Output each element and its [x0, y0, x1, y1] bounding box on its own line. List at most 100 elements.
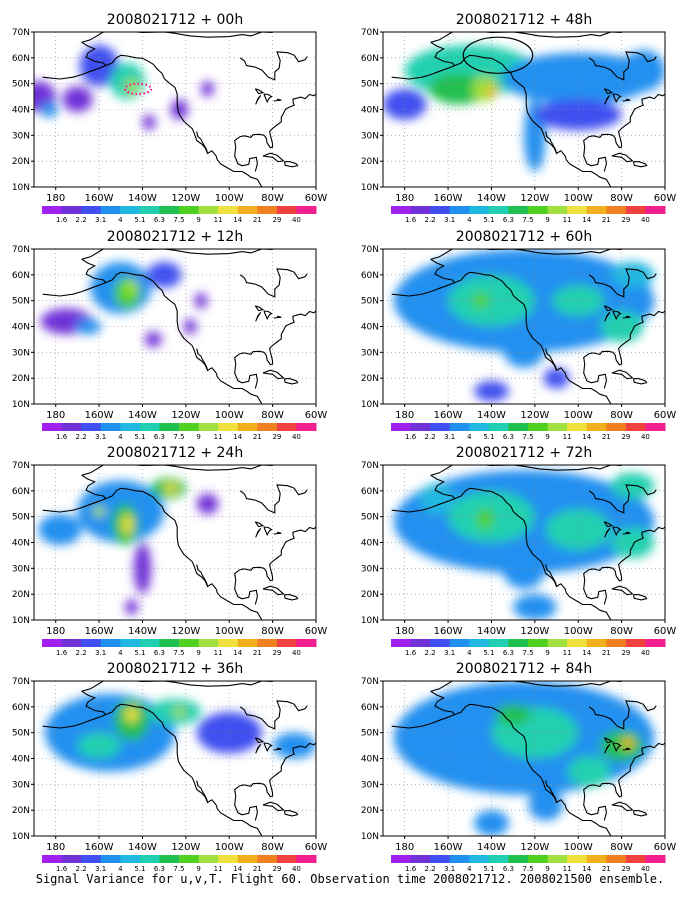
x-tick-label: 140W [128, 193, 157, 204]
coastline [391, 474, 456, 513]
colorbar-swatch [120, 639, 141, 647]
colorbar-swatch [218, 639, 239, 647]
colorbar-swatch [276, 639, 297, 647]
colorbar-label: 9 [545, 649, 549, 657]
coastline [262, 801, 285, 812]
x-tick-label: 160W [434, 842, 463, 853]
colorbar-swatch [488, 855, 509, 863]
variance-blob [474, 380, 509, 402]
colorbar-swatch [410, 855, 431, 863]
variance-blob [144, 331, 162, 348]
colorbar-swatch [508, 206, 529, 214]
coastline [105, 703, 263, 836]
coastline [262, 585, 285, 596]
colorbar-label: 2.2 [76, 216, 87, 224]
coastline [273, 315, 282, 319]
coastline [612, 526, 622, 537]
x-tick-label: 120W [171, 626, 200, 637]
colorbar-label: 40 [292, 865, 301, 873]
colorbar-label: 6.3 [154, 433, 165, 441]
highlight-ellipse [462, 36, 534, 74]
y-tick-label: 30N [12, 564, 30, 574]
coastlines [42, 681, 316, 836]
grid-lines [383, 32, 665, 187]
colorbar-swatch [645, 855, 666, 863]
x-tick-label: 80W [610, 410, 633, 421]
x-tick-label: 120W [520, 410, 549, 421]
colorbar-swatch [296, 639, 317, 647]
y-tick-label: 60N [12, 487, 30, 497]
coastline [42, 474, 107, 513]
coastline [454, 487, 612, 620]
variance-blob [567, 755, 611, 787]
x-tick-label: 180 [395, 842, 414, 853]
colorbar-label: 7.5 [522, 649, 533, 657]
y-tick-label: 60N [361, 703, 379, 713]
coastline [196, 564, 209, 587]
colorbar-label: 29 [621, 649, 630, 657]
colorbar-swatch [410, 639, 431, 647]
coastlines [391, 465, 665, 620]
colorbar-label: 2.2 [76, 433, 87, 441]
colorbar-swatch [645, 639, 666, 647]
coastline [196, 131, 209, 154]
x-tick-label: 160W [85, 193, 114, 204]
x-tick-label: 140W [128, 410, 157, 421]
x-tick-label: 180 [46, 410, 65, 421]
coastline [283, 161, 299, 168]
colorbar-label: 7.5 [173, 216, 184, 224]
colorbar-swatch [100, 206, 121, 214]
y-tick-label: 50N [12, 729, 30, 739]
grid-lines [383, 249, 665, 404]
colorbar: 1.6 2.2 3.1 4 5.1 6.3 7.5 9 11 14 21 29 40 [42, 206, 317, 224]
colorbar-label: 4 [467, 649, 472, 657]
map-panel-6: 2008021712 + 36h 10N 20N 30N 40N 50N 60N 70N 180… [12, 661, 328, 873]
colorbar-swatch [430, 423, 451, 431]
y-tick-label: 30N [361, 564, 379, 574]
panel-title: 2008021712 + 60h [456, 229, 592, 245]
variance-blob [272, 732, 316, 759]
y-tick-label: 40N [361, 106, 379, 116]
colorbar-label: 7.5 [173, 649, 184, 657]
y-tick-label: 30N [12, 131, 30, 141]
x-tick-label: 180 [395, 193, 414, 204]
colorbar-label: 11 [563, 433, 572, 441]
coastline [430, 681, 622, 692]
y-tick-label: 40N [361, 755, 379, 765]
colorbar-swatch [218, 855, 239, 863]
coastline [42, 690, 107, 729]
map-panel-2: 2008021712 + 12h 10N 20N 30N 40N 50N 60N 70N 180… [12, 229, 328, 441]
colorbar-label: 29 [272, 216, 281, 224]
coastline [603, 88, 614, 95]
colorbar-swatch [645, 206, 666, 214]
x-tick-label: 180 [395, 626, 414, 637]
colorbar-swatch [449, 206, 470, 214]
panel-title: 2008021712 + 84h [456, 661, 592, 677]
colorbar-label: 6.3 [503, 649, 514, 657]
coastline [583, 742, 665, 798]
coastline [263, 93, 273, 104]
y-tick-label: 60N [361, 487, 379, 497]
y-tick-label: 60N [12, 271, 30, 281]
coastline [391, 258, 456, 297]
colorbar-label: 5.1 [483, 433, 494, 441]
x-tick-label: 80W [610, 842, 633, 853]
y-tick-label: 20N [361, 806, 379, 816]
colorbar-swatch [198, 206, 219, 214]
coastline [42, 258, 107, 297]
colorbar-label: 11 [214, 865, 223, 873]
variance-blob [79, 44, 119, 87]
y-tick-label: 60N [361, 271, 379, 281]
coastlines [391, 249, 665, 404]
colorbar-swatch [237, 855, 258, 863]
y-tick-label: 10N [12, 616, 30, 626]
coastline [612, 742, 622, 753]
colorbar-swatch [81, 423, 102, 431]
colorbar-swatch [488, 423, 509, 431]
coastline [196, 780, 209, 803]
variance-blob [621, 50, 665, 92]
colorbar-swatch [391, 855, 412, 863]
coastline [255, 743, 262, 754]
map-panel-7: 2008021712 + 84h 10N 20N 30N 40N 50N 60N 70N 180… [361, 661, 677, 873]
colorbar-swatch [625, 206, 646, 214]
